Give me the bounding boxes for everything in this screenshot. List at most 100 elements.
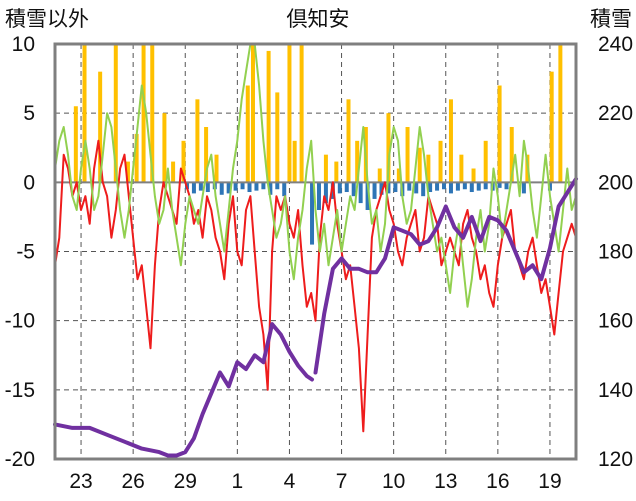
snow-decrease-bar <box>337 182 342 194</box>
plot-area <box>53 43 578 459</box>
snowfall-bar <box>323 154 328 183</box>
snowfall-bar <box>204 127 209 183</box>
snowfall-bar <box>549 71 554 183</box>
axes: 10 5 0 -5 -10 -15 -20 240 220 200 180 160 140 120 23 26… <box>5 33 633 493</box>
x-tick-label: 26 <box>121 470 144 493</box>
snowfall-bar <box>509 127 514 183</box>
snowfall-bar <box>334 161 339 183</box>
snowfall-bar <box>438 140 443 183</box>
snow-decrease-bar <box>476 182 481 191</box>
snowfall-bar <box>355 140 360 183</box>
snowfall-bar <box>181 140 186 183</box>
y-right-tick-label: 200 <box>598 171 633 194</box>
snow-decrease-bar <box>469 182 474 193</box>
y-right-tick-label: 140 <box>598 379 633 402</box>
snow-decrease-bar <box>365 182 370 210</box>
snow-decrease-bar <box>358 182 363 204</box>
right-axis-label: 積雪 <box>590 8 632 31</box>
snow-decrease-bar <box>247 182 252 193</box>
y-left-tick-label: -5 <box>16 241 35 264</box>
snow-decrease-bar <box>282 182 287 197</box>
snowfall-bar <box>417 147 422 183</box>
snow-decrease-bar <box>268 182 273 195</box>
snow-decrease-bar <box>219 182 224 195</box>
x-tick-label: 19 <box>538 470 561 493</box>
snowfall-bar <box>245 85 250 183</box>
snowfall-bar <box>82 44 87 183</box>
snowfall-bar <box>73 106 78 183</box>
snow-decrease-bar <box>275 182 280 190</box>
left-axis-label: 積雪以外 <box>5 8 89 31</box>
snowfall-bar <box>171 161 176 183</box>
snowfall-bar <box>497 85 502 183</box>
temperature-series-line <box>54 139 577 433</box>
snow-decrease-bar <box>191 182 196 194</box>
x-tick-label: 13 <box>434 470 457 493</box>
x-tick-label: 1 <box>232 470 244 493</box>
x-tick-label: 7 <box>336 470 348 493</box>
snow-decrease-bar <box>261 182 266 190</box>
snow-decrease-bar <box>504 182 509 190</box>
snow-decrease-bar <box>414 182 419 194</box>
snowfall-bar <box>98 71 103 183</box>
y-left-tick-label: 5 <box>23 102 35 125</box>
snowfall-bar <box>377 168 382 183</box>
snowfall-bar <box>471 168 476 183</box>
snowfall-bar <box>266 50 271 183</box>
snow-decrease-bar <box>497 182 502 188</box>
y-left-tick-label: 10 <box>12 33 35 56</box>
x-tick-label: 23 <box>69 470 92 493</box>
y-right-tick-label: 120 <box>598 448 633 471</box>
snowfall-bar <box>396 168 401 183</box>
y-left-tick-label: -10 <box>5 310 35 333</box>
snow-decrease-bar <box>521 182 526 194</box>
x-tick-label: 29 <box>174 470 197 493</box>
snow-decrease-bar <box>310 182 315 245</box>
snow-decrease-bar <box>254 182 259 191</box>
snow-decrease-bar <box>379 182 384 195</box>
snowfall-bar <box>459 154 464 183</box>
snow-decrease-bar <box>393 182 398 193</box>
snow-decrease-bar <box>323 182 328 204</box>
y-left-tick-label: 0 <box>23 171 35 194</box>
snowfall-bar <box>346 99 351 183</box>
snow-depth-series-line <box>53 176 578 458</box>
snowfall-bar <box>195 99 200 183</box>
snowfall-bar <box>141 44 146 183</box>
snowfall-bar <box>483 140 488 183</box>
snow-decrease-bar <box>372 182 377 199</box>
snowfall-bar <box>448 99 453 183</box>
snowfall-bar <box>250 44 255 183</box>
snowfall-bar <box>287 44 292 183</box>
snow-decrease-bar <box>407 182 412 191</box>
x-tick-label: 10 <box>382 470 405 493</box>
snow-decrease-bar <box>455 182 460 191</box>
snowfall-bar <box>405 127 410 183</box>
snowfall-bar <box>299 44 304 183</box>
snow-decrease-bar <box>316 182 321 210</box>
y-right-tick-label: 180 <box>598 241 633 264</box>
y-right-tick-label: 220 <box>598 102 633 125</box>
y-right-tick-label: 240 <box>598 33 633 56</box>
y-left-tick-label: -20 <box>5 448 35 471</box>
snow-decrease-bar <box>435 182 440 191</box>
snowfall-bar <box>134 133 139 183</box>
x-tick-label: 4 <box>284 470 296 493</box>
y-right-tick-label: 160 <box>598 310 633 333</box>
chart-title: 倶知安 <box>287 8 350 31</box>
snow-decrease-bar <box>233 182 238 191</box>
snow-decrease-bar <box>462 182 467 190</box>
snow-decrease-bar <box>198 182 203 191</box>
snow-decrease-bar <box>421 182 426 197</box>
snowfall-bar <box>426 154 431 183</box>
snowfall-bar <box>214 154 219 183</box>
snow-decrease-bar <box>351 182 356 197</box>
snow-decrease-bar <box>483 182 488 190</box>
y-left-tick-label: -15 <box>5 379 35 402</box>
snow-decrease-bar <box>428 182 433 193</box>
snowfall-bar <box>113 44 118 183</box>
snow-decrease-bar <box>448 182 453 194</box>
snowfall-bar <box>292 140 297 183</box>
